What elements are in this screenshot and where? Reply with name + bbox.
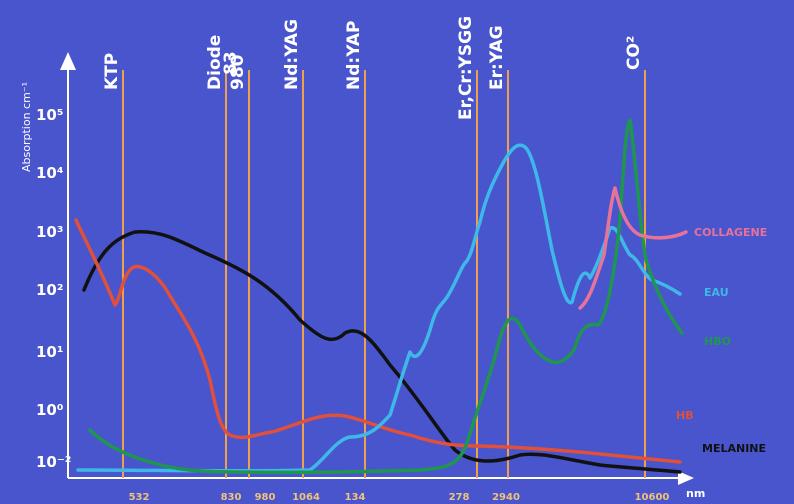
curve-melanine xyxy=(82,230,682,474)
laser-label: Nd:YAP xyxy=(344,21,364,91)
series-label-melanine: MELANINE xyxy=(702,442,766,455)
x-tick-label: 10600 xyxy=(635,492,670,503)
laser-label: Nd:YAG xyxy=(282,19,302,90)
x-tick-label: 278 xyxy=(449,492,470,503)
x-ticks: 532 830 980 1064 134 278 2940 10600 xyxy=(129,492,670,503)
y-tick-label: 10⁵ xyxy=(36,106,63,124)
x-tick-label: 830 xyxy=(221,492,242,503)
x-tick-label: 1064 xyxy=(292,492,320,503)
y-tick-label: 10⁰ xyxy=(36,401,63,419)
series-label-hbo: HBO xyxy=(704,335,731,348)
y-ticks: 10⁻² 10⁰ 10¹ 10² 10³ 10⁴ 10⁵ xyxy=(36,106,71,471)
laser-label: KTP xyxy=(102,53,122,90)
laser-label: Er,Cr:YSGG xyxy=(456,16,476,120)
x-tick-label: 2940 xyxy=(492,492,520,503)
series-label-collagene: COLLAGENE xyxy=(694,226,767,239)
series-label-hb: HB xyxy=(676,409,694,422)
curve-eau xyxy=(76,143,682,473)
laser-label: Er:YAG xyxy=(487,25,507,90)
laser-label: 980 xyxy=(228,54,248,90)
absorption-curves xyxy=(74,118,688,475)
y-tick-label: 10⁴ xyxy=(36,164,63,182)
curve-collagene xyxy=(578,186,688,310)
laser-label: CO² xyxy=(624,36,644,70)
curve-hbo xyxy=(88,118,684,475)
y-tick-label: 10² xyxy=(36,281,63,299)
x-tick-label: 134 xyxy=(345,492,366,503)
y-tick-label: 10⁻² xyxy=(36,453,71,471)
laser-label: 83 xyxy=(221,51,241,75)
y-axis-arrow xyxy=(60,52,76,70)
y-tick-label: 10¹ xyxy=(36,343,63,361)
x-axis-arrow xyxy=(678,471,694,485)
laser-label: Diode xyxy=(205,35,225,90)
x-axis-unit: nm xyxy=(686,487,705,500)
series-label-eau: EAU xyxy=(704,286,729,299)
series-labels: MELANINE HB EAU HBO COLLAGENE xyxy=(676,226,767,455)
x-tick-label: 980 xyxy=(255,492,276,503)
y-tick-label: 10³ xyxy=(36,223,63,241)
curve-hb xyxy=(74,218,682,464)
x-tick-label: 532 xyxy=(129,492,150,503)
y-axis-label: Absorption cm⁻¹ xyxy=(20,82,33,172)
